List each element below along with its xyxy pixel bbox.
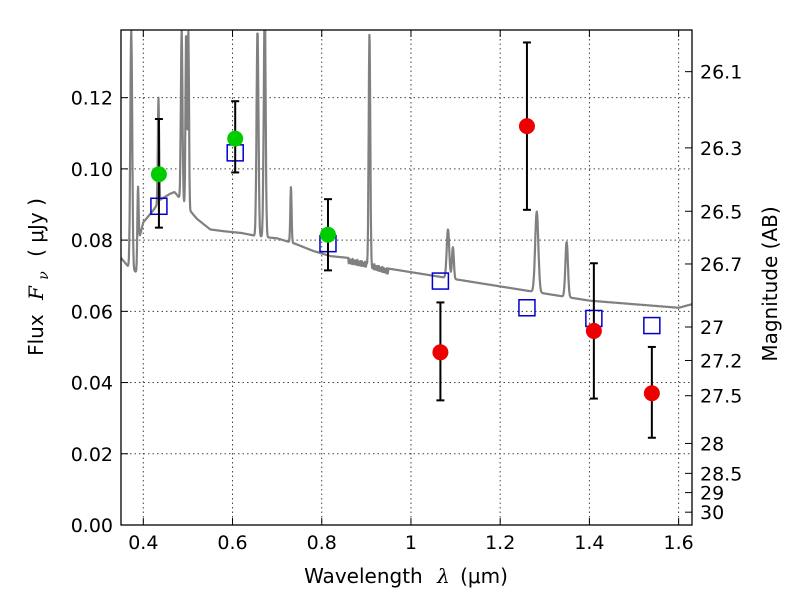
- right-tick-label-7: 28: [700, 433, 724, 455]
- y-axis-label-unit: ( μJy ): [24, 198, 48, 257]
- right-tick-label-6: 27.5: [700, 386, 742, 408]
- y-axis-label: Flux F ν ( μJy ): [24, 198, 53, 356]
- right-tick-label-0: 26.1: [700, 62, 742, 84]
- observed-point-optical-2: [319, 226, 336, 243]
- y-tick-label-4: 0.08: [71, 230, 113, 252]
- x-tick-label-0: 0.4: [128, 532, 158, 554]
- y-tick-label-0: 0.00: [71, 515, 113, 537]
- observed-point-nir-2: [585, 322, 602, 339]
- model-spectrum-line: [121, 30, 692, 309]
- plot-frame: [120, 29, 693, 526]
- observed-points-layer: [150, 118, 660, 402]
- y-axis-label-symbol: F: [24, 285, 48, 301]
- x-tick-label-4: 1.2: [485, 532, 515, 554]
- x-axis-label: Wavelength λ (μm): [304, 564, 508, 588]
- model-square-4: [518, 299, 536, 317]
- y-axis-label-main: Flux: [24, 314, 48, 356]
- x-tick-label-6: 1.6: [664, 532, 694, 554]
- x-axis-ticks: 0.4 0.6 0.8 1 1.2 1.4 1.6: [128, 30, 694, 554]
- right-tick-label-3: 26.7: [700, 254, 742, 276]
- right-tick-label-1: 26.3: [700, 138, 742, 160]
- observed-point-optical-0: [150, 166, 167, 183]
- observed-point-optical-1: [227, 130, 244, 147]
- right-tick-label-2: 26.5: [700, 201, 742, 223]
- model-square-3: [431, 272, 450, 290]
- right-tick-label-8: 28.5: [700, 463, 742, 485]
- y-tick-label-1: 0.02: [71, 444, 113, 466]
- x-tick-label-3: 1: [405, 532, 417, 554]
- model-spectrum-layer: [121, 30, 692, 309]
- plot-background: [121, 30, 692, 525]
- x-axis-label-main: Wavelength: [304, 564, 423, 588]
- observed-point-nir-0: [432, 344, 449, 361]
- y-axis-label-subscript: ν: [36, 271, 52, 280]
- x-axis-label-symbol: λ: [436, 564, 450, 588]
- observed-point-nir-3: [643, 385, 660, 402]
- grid: [121, 30, 692, 525]
- x-tick-label-1: 0.6: [217, 532, 247, 554]
- model-square-6: [643, 316, 661, 335]
- x-tick-label-2: 0.8: [307, 532, 337, 554]
- y-tick-label-6: 0.12: [71, 88, 113, 110]
- y-tick-label-3: 0.06: [71, 301, 113, 323]
- y-tick-label-5: 0.10: [71, 159, 113, 181]
- right-tick-label-4: 27: [700, 317, 724, 339]
- x-tick-label-5: 1.4: [574, 532, 604, 554]
- y-axis-ticks: 0.00 0.02 0.04 0.06 0.08 0.10 0.12: [71, 88, 128, 537]
- observed-point-nir-1: [518, 118, 535, 135]
- right-tick-label-5: 27.2: [700, 350, 742, 372]
- y-tick-label-2: 0.04: [71, 373, 113, 395]
- x-axis-label-unit: (μm): [460, 564, 508, 588]
- right-axis-label: Magnitude (AB): [758, 206, 782, 361]
- right-tick-label-10: 30: [700, 502, 724, 524]
- right-tick-label-9: 29: [700, 483, 724, 505]
